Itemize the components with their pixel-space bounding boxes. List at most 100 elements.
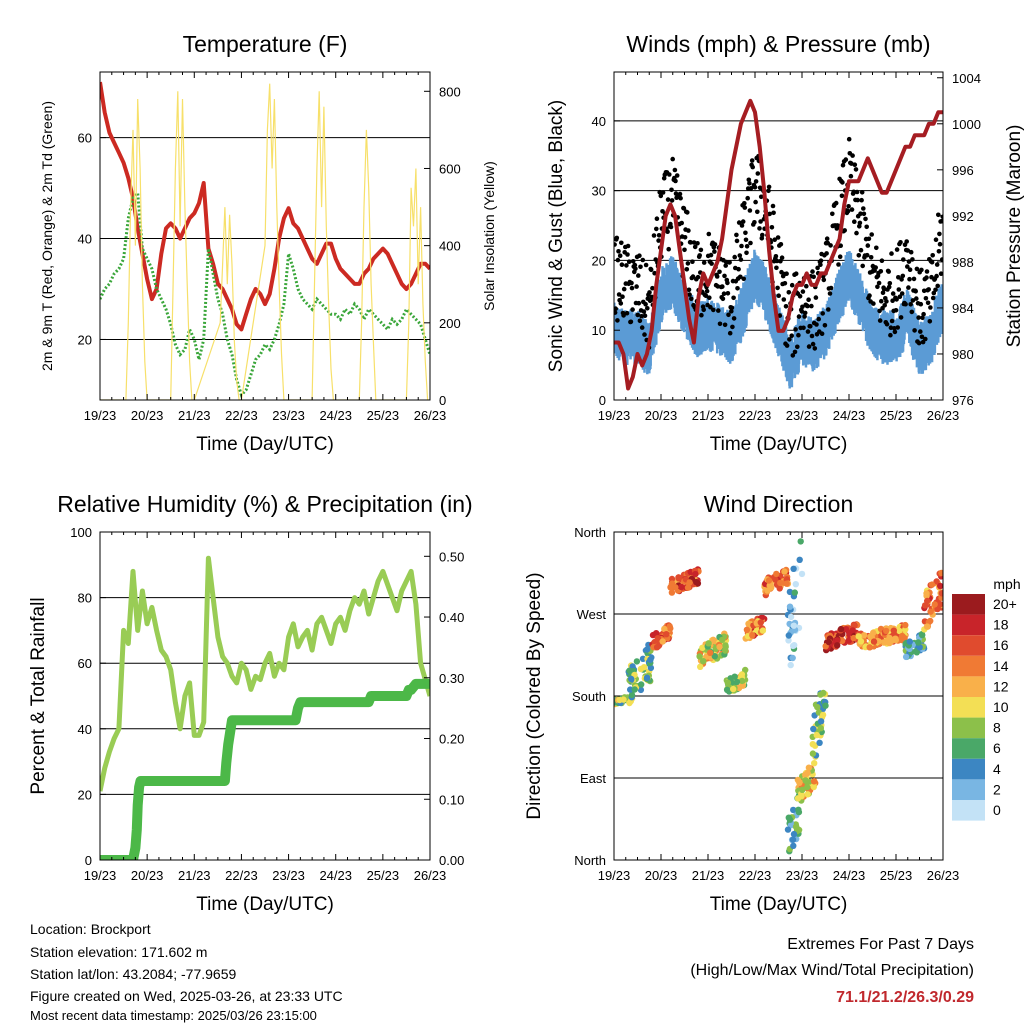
direction-dot: [786, 603, 794, 610]
direction-dot: [659, 638, 666, 645]
gust-dot: [725, 291, 731, 296]
direction-dot: [799, 786, 806, 793]
direction-dot: [785, 814, 792, 821]
direction-dot: [790, 622, 797, 629]
gust-dot: [753, 179, 759, 184]
series-solar-line: [100, 83, 430, 400]
gust-dot: [859, 190, 865, 195]
x-tick-label: 23/23: [272, 868, 305, 883]
direction-dot: [937, 582, 943, 590]
gust-dot: [930, 253, 935, 258]
gust-dot: [796, 314, 802, 319]
gust-dot: [792, 349, 798, 355]
gust-dot: [723, 263, 728, 268]
gust-dot: [686, 287, 692, 293]
gust-dot: [852, 162, 858, 167]
colorbar-unit: mph: [993, 576, 1020, 592]
gust-dot: [900, 273, 906, 279]
gust-dot: [614, 310, 618, 315]
gust-dot: [909, 309, 915, 315]
gust-dot: [679, 220, 684, 226]
gust-dot: [721, 291, 727, 297]
direction-dot: [722, 647, 729, 654]
gust-dot: [918, 329, 923, 334]
gust-dot: [690, 259, 695, 265]
gust-dot: [881, 286, 887, 292]
gust-dot: [933, 237, 939, 242]
gust-dot: [784, 271, 789, 277]
gust-dot: [628, 319, 634, 325]
gust-dot: [639, 325, 645, 330]
temperature-series: [100, 81, 430, 400]
gust-dot: [670, 156, 675, 162]
gust-dot: [741, 276, 746, 282]
gust-dot: [747, 181, 752, 186]
gust-dot: [771, 210, 776, 216]
gust-dot: [789, 282, 795, 288]
direction-dot: [653, 630, 660, 637]
gust-dot: [750, 164, 755, 170]
colorbar-swatch: [952, 697, 985, 718]
direction-dot: [693, 578, 700, 586]
gust-dot: [674, 173, 680, 178]
direction-dot: [913, 649, 920, 656]
colorbar-label: 12: [993, 678, 1009, 694]
gust-dot: [732, 254, 737, 260]
x-axis-label: Time (Day/UTC): [196, 434, 334, 455]
gust-dot: [727, 330, 733, 336]
gust-dot: [840, 162, 846, 168]
direction-dot: [867, 633, 874, 640]
direction-dot: [896, 627, 903, 635]
direction-dot: [802, 777, 809, 784]
gust-dot: [867, 293, 872, 298]
direction-dot: [817, 718, 825, 725]
gust-dot: [856, 253, 862, 258]
direction-dot: [792, 823, 800, 830]
y2-tick-label: 988: [952, 255, 974, 270]
gust-dot: [924, 275, 929, 280]
gust-dot: [712, 249, 717, 254]
gust-dot: [656, 233, 662, 238]
gust-dot: [934, 262, 940, 267]
gust-dot: [806, 344, 812, 349]
footer-elevation: Station elevation: 171.602 m: [30, 944, 208, 960]
direction-dot: [628, 675, 635, 683]
gust-dot: [748, 240, 753, 246]
gust-dot: [616, 249, 621, 254]
gust-dot: [704, 288, 710, 294]
gust-dot: [905, 248, 911, 253]
direction-dot: [927, 608, 934, 615]
gust-dot: [643, 301, 648, 307]
gust-dot: [840, 180, 845, 185]
gust-dot: [808, 324, 813, 329]
gust-dot: [833, 200, 839, 206]
gust-dot: [816, 316, 821, 322]
gust-dot: [802, 310, 808, 316]
direction-dot: [822, 702, 829, 709]
gust-dot: [739, 223, 745, 228]
y-tick-label: North: [574, 525, 606, 540]
gust-dot: [616, 292, 622, 297]
direction-dot: [745, 620, 752, 627]
gust-dot: [743, 237, 749, 243]
gust-dot: [821, 277, 827, 283]
direction-dot: [631, 686, 638, 693]
direction-dot: [773, 570, 780, 578]
gust-dot: [708, 304, 713, 310]
gust-dot: [786, 290, 792, 295]
gust-dot: [661, 176, 667, 181]
gust-dot: [790, 353, 796, 358]
gust-dot: [866, 236, 872, 242]
gust-dot: [716, 308, 721, 313]
gust-dot: [614, 306, 618, 311]
direction-dot: [647, 664, 655, 672]
gust-dot: [855, 197, 860, 203]
gust-dot: [846, 136, 852, 142]
direction-dot: [934, 605, 941, 613]
direction-dot: [628, 691, 636, 699]
colorbar-label: 14: [993, 658, 1009, 674]
footer-latlon: Station lat/lon: 43.2084; -77.9659: [30, 966, 237, 982]
gust-dot: [910, 298, 916, 303]
x-tick-label: 19/23: [84, 408, 117, 423]
direction-dot: [668, 581, 675, 588]
